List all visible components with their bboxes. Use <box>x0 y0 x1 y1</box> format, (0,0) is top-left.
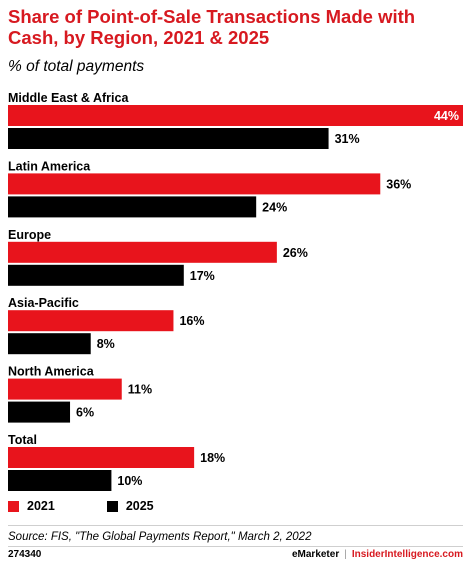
divider-top <box>8 525 463 526</box>
bar-north-america-2021 <box>8 378 122 400</box>
bar-europe-2025 <box>8 264 184 286</box>
legend-label-2021: 2021 <box>27 499 55 513</box>
legend-item-2021: 2021 <box>8 499 55 513</box>
bar-asia-pacific-2025 <box>8 333 91 355</box>
bar-total-2025 <box>8 470 112 491</box>
chart-subtitle: % of total payments <box>8 58 145 75</box>
chart-title: Share of Point-of-Sale Transactions Made… <box>8 6 416 48</box>
data-label-asia-pacific-2021: 16% <box>179 314 204 328</box>
legend-swatch-2025 <box>106 500 118 512</box>
legend-label-2025: 2025 <box>125 499 154 513</box>
data-label-middle-east-africa-2021: 44% <box>434 109 459 123</box>
data-label-north-america-2025: 6% <box>76 406 94 420</box>
data-label-latin-america-2021: 36% <box>386 177 411 191</box>
chart-id: 274340 <box>8 549 42 560</box>
category-label-asia-pacific: Asia-Pacific <box>8 296 79 310</box>
category-label-latin-america: Latin America <box>8 159 91 173</box>
bar-middle-east-africa-2021 <box>8 105 463 126</box>
bar-europe-2021 <box>8 241 277 263</box>
data-label-latin-america-2025: 24% <box>262 200 287 214</box>
category-label-europe: Europe <box>8 228 51 242</box>
bar-asia-pacific-2021 <box>8 310 174 332</box>
brand: eMarketer | InsiderIntelligence.com <box>292 549 463 560</box>
brand-separator: | <box>344 549 347 560</box>
divider-bottom <box>8 546 463 547</box>
category-label-total: Total <box>8 433 37 447</box>
source-note: Source: FIS, "The Global Payments Report… <box>8 531 312 543</box>
bar-chart: Middle East & Africa 44% 31% Latin America 3… <box>8 91 463 491</box>
legend-item-2025: 2025 <box>106 499 154 513</box>
brand-site: InsiderIntelligence.com <box>351 549 463 560</box>
data-label-north-america-2021: 11% <box>128 383 152 397</box>
bar-middle-east-africa-2025 <box>8 128 329 149</box>
bar-latin-america-2021 <box>8 173 381 195</box>
data-label-total-2021: 18% <box>200 451 225 465</box>
data-label-europe-2021: 26% <box>283 246 308 260</box>
legend: 2021 2025 <box>8 499 206 513</box>
category-label-north-america: North America <box>8 365 95 379</box>
footer: 274340 eMarketer | InsiderIntelligence.com <box>8 549 463 560</box>
data-label-middle-east-africa-2025: 31% <box>335 132 360 146</box>
data-label-total-2025: 10% <box>117 474 142 488</box>
bar-north-america-2025 <box>8 401 71 423</box>
bar-latin-america-2025 <box>8 196 257 218</box>
data-label-europe-2025: 17% <box>190 269 215 283</box>
brand-name: eMarketer <box>291 549 340 560</box>
bar-total-2021 <box>8 447 195 468</box>
category-label-middle-east-africa: Middle East & Africa <box>8 91 129 105</box>
data-label-asia-pacific-2025: 8% <box>97 337 115 351</box>
legend-swatch-2021 <box>8 500 19 512</box>
